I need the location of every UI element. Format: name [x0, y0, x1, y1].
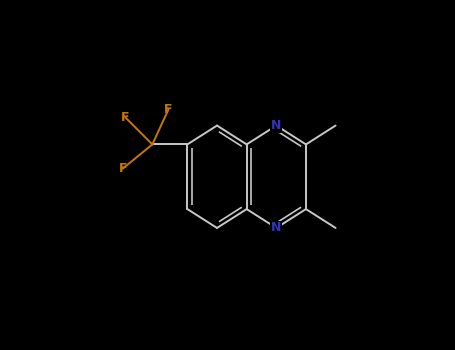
Text: N: N: [271, 222, 282, 235]
Text: N: N: [271, 119, 282, 132]
Text: F: F: [164, 103, 173, 116]
Text: F: F: [118, 162, 127, 175]
Text: F: F: [121, 111, 130, 124]
